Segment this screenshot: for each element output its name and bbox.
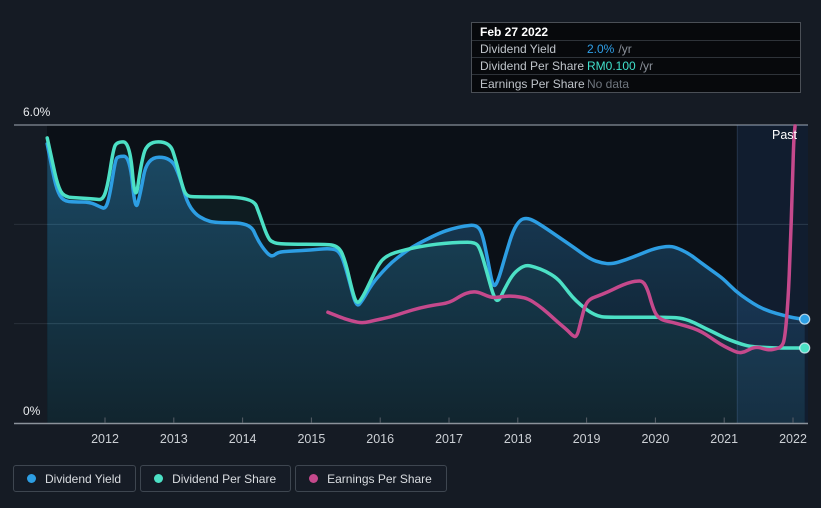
series-lines: [45, 124, 807, 355]
dividend-yield-area: [47, 143, 805, 423]
series-area-fills: [47, 137, 805, 423]
x-axis: 2012 2013 2014 2015 2016 2017 2018 2019 2020 2021…: [14, 417, 808, 446]
legend-item-dividend-yield[interactable]: Dividend Yield: [13, 465, 137, 492]
tooltip-label: Dividend Yield: [480, 42, 557, 56]
x-axis-label: 2020: [641, 432, 669, 446]
dividend-per-share-area: [47, 137, 805, 423]
y-axis-label-bottom: 0%: [23, 404, 41, 418]
x-axis-label: 2019: [573, 432, 601, 446]
past-period-label: Past: [771, 128, 797, 142]
tooltip-row-dividend-per-share: Dividend Per Share RM0.100 /yr: [472, 58, 800, 75]
chart-legend: Dividend Yield Dividend Per Share Earnin…: [13, 465, 447, 492]
tooltip-row-earnings-per-share: Earnings Per Share No data: [472, 75, 800, 92]
tooltip-value: No data: [587, 76, 630, 91]
dividend-yield-dot-icon: [27, 474, 36, 483]
chart-tooltip: Feb 27 2022 Dividend Yield 2.0% /yr Divi…: [471, 22, 801, 93]
dividend-yield-end-dot: [799, 313, 811, 325]
legend-label: Dividend Yield: [45, 471, 122, 486]
earnings-per-share-dot-icon: [309, 474, 319, 483]
x-axis-label: 2016: [366, 432, 394, 446]
x-axis-label: 2017: [435, 432, 463, 446]
tooltip-label: Earnings Per Share: [480, 76, 585, 91]
tooltip-value: 2.0%: [587, 42, 615, 56]
x-axis-label: 2014: [229, 432, 257, 446]
dividend-per-share-line: [45, 136, 807, 350]
x-axis-label: 2015: [297, 432, 325, 446]
x-axis-label: 2013: [160, 432, 188, 446]
tooltip-value-suffix: /yr: [639, 59, 654, 73]
y-axis-label-top: 6.0%: [23, 105, 51, 119]
earnings-per-share-line: [326, 124, 797, 355]
x-axis-label: 2022: [779, 432, 807, 446]
dividend-per-share-dot-icon: [154, 474, 164, 483]
x-axis-label: 2012: [91, 432, 119, 446]
dividend-per-share-end-dot: [799, 342, 811, 354]
tooltip-row-dividend-yield: Dividend Yield 2.0% /yr: [472, 41, 800, 58]
tooltip-value: RM0.100: [587, 59, 636, 73]
tooltip-value-suffix: /yr: [618, 42, 632, 56]
legend-item-earnings-per-share[interactable]: Earnings Per Share: [295, 465, 447, 492]
past-period-band: [736, 124, 808, 423]
series-end-dots: [799, 313, 811, 354]
tooltip-date: Feb 27 2022: [472, 23, 800, 41]
x-axis-label: 2018: [504, 432, 532, 446]
tooltip-label: Dividend Per Share: [480, 59, 585, 73]
legend-item-dividend-per-share[interactable]: Dividend Per Share: [140, 465, 292, 492]
legend-label: Earnings Per Share: [327, 471, 432, 486]
x-axis-label: 2021: [710, 432, 738, 446]
legend-label: Dividend Per Share: [172, 471, 277, 486]
